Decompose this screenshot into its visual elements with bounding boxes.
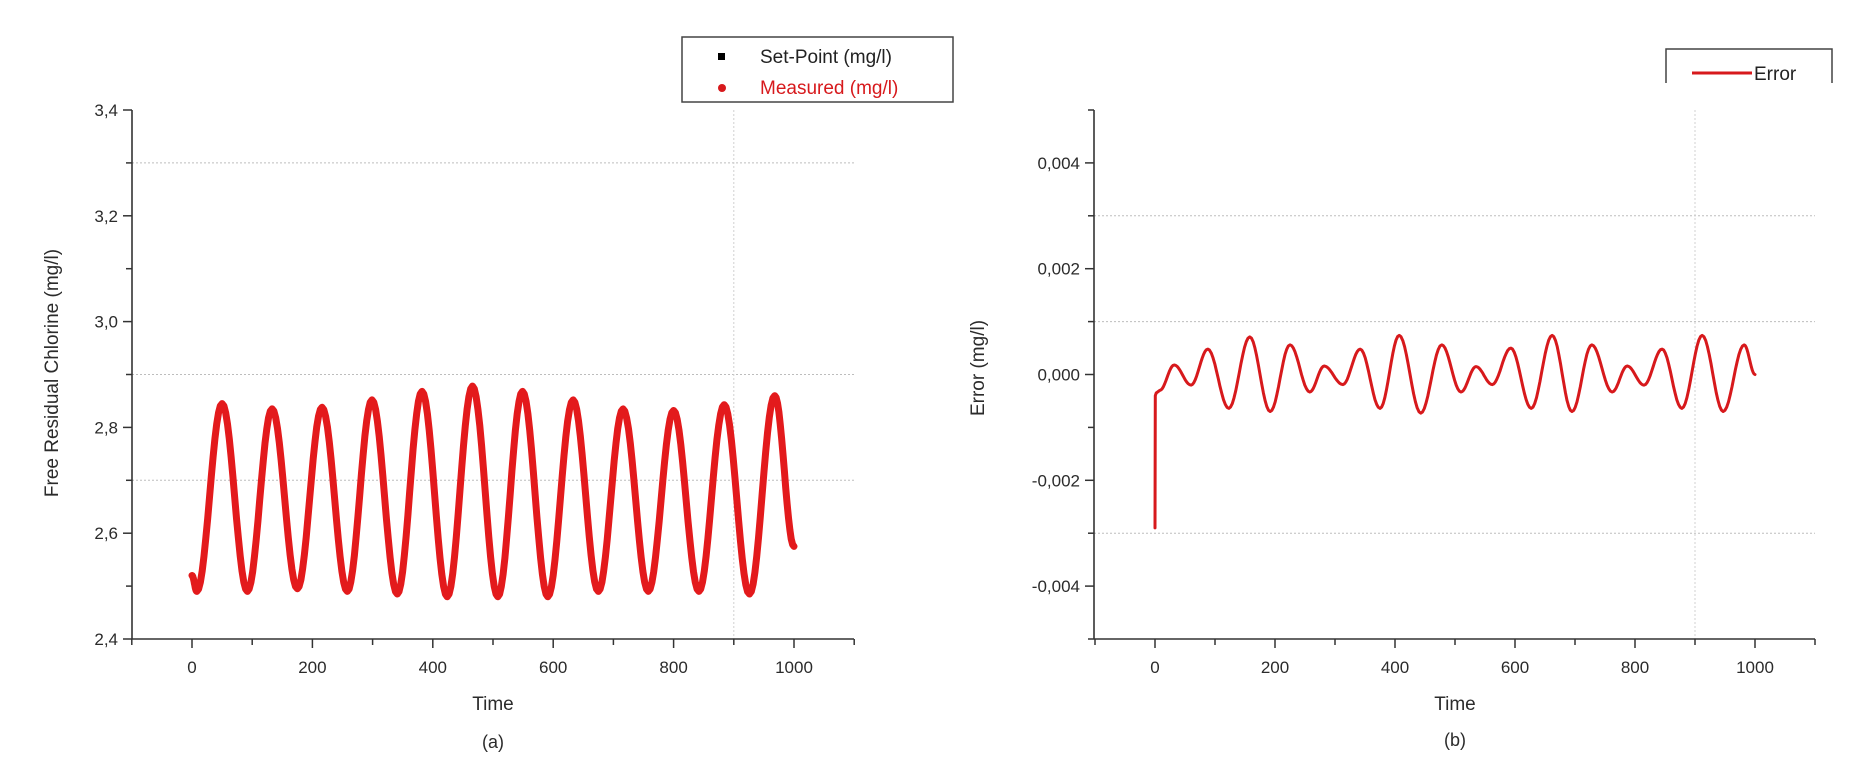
x-tick-label: 600 [539,658,567,677]
chart-a-measured-series [188,382,798,601]
y-tick-label: 3,2 [94,207,118,226]
y-tick-label: 2,8 [94,418,118,437]
y-tick-label: 2,6 [94,524,118,543]
x-tick-label: 400 [1381,658,1409,677]
x-tick-label: 800 [659,658,687,677]
y-tick-label: 0,004 [1037,154,1080,173]
x-tick-label: 0 [1150,658,1159,677]
legend-setpoint-label: Set-Point (mg/l) [760,47,892,68]
chart-a-panel-label: (a) [482,732,504,752]
y-tick-label: 3,0 [94,313,118,332]
chart-b-y-axis-title: Error (mg/l) [968,320,989,416]
series-line [188,382,798,601]
chart-b-ticks: 0 200 400 600 800 1000 -0,004 -0,002 0,000 0,002 0… [1032,109,1816,677]
legend-error-label: Error [1754,64,1797,85]
y-tick-label: 3,4 [94,101,118,120]
y-tick-label: 2,4 [94,630,118,649]
x-tick-label: 600 [1501,658,1529,677]
chart-a: 0 200 400 600 800 1000 2,4 2,6 2,8 3,0 3,2 3,4 Free… [42,36,954,752]
x-tick-label: 200 [1261,658,1289,677]
x-tick-label: 800 [1621,658,1649,677]
chart-b: 0 200 400 600 800 1000 -0,004 -0,002 0,000 0,002 0… [968,48,1833,750]
chart-b-x-axis-title: Time [1434,694,1476,715]
chart-a-ticks: 0 200 400 600 800 1000 2,4 2,6 2,8 3,0 3,2 3,4 [94,101,855,677]
chart-a-x-axis-title: Time [472,694,514,715]
measured-marker-icon [718,84,726,92]
x-tick-label: 1000 [775,658,813,677]
chart-a-y-axis-title: Free Residual Chlorine (mg/l) [42,249,63,497]
x-tick-label: 200 [298,658,326,677]
legend-measured-label: Measured (mg/l) [760,78,898,99]
y-tick-label: -0,002 [1032,471,1080,490]
chart-a-legend: Set-Point (mg/l) Measured (mg/l) [681,36,954,103]
series-line [1153,333,1757,530]
y-tick-label: 0,000 [1037,366,1080,385]
x-tick-label: 400 [419,658,447,677]
x-tick-label: 1000 [1736,658,1774,677]
setpoint-marker-icon [718,53,725,60]
y-tick-label: -0,004 [1032,577,1080,596]
chart-b-legend: Error [1665,48,1833,85]
chart-b-panel-label: (b) [1444,730,1466,750]
chart-b-gridlines [1094,110,1815,639]
chart-b-error-series [1153,333,1757,530]
y-tick-label: 0,002 [1037,260,1080,279]
x-tick-label: 0 [187,658,196,677]
